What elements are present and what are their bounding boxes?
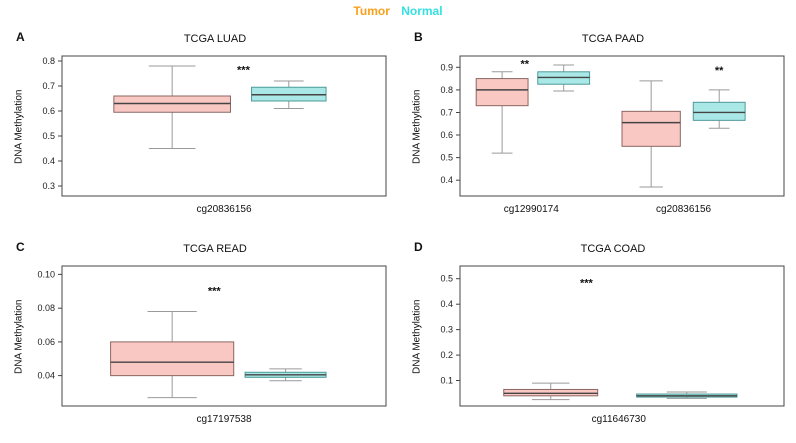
y-tick-label: 0.4 xyxy=(42,156,55,166)
y-tick-label: 0.6 xyxy=(42,106,55,116)
panel-b-title: TCGA PAAD xyxy=(581,33,645,45)
plot-frame xyxy=(61,55,387,197)
y-tick-label: 0.06 xyxy=(37,337,55,347)
plot-frame xyxy=(459,55,785,197)
y-tick-label: 0.9 xyxy=(440,62,453,72)
significance-stars: ** xyxy=(521,58,530,70)
boxplot-tcga-luad: 0.3 0.4 0.5 0.6 0.7 0.8 cg20836156 *** xyxy=(42,55,387,215)
probe-label: cg11646730 xyxy=(592,414,647,425)
legend: Tumor Normal xyxy=(0,4,796,18)
y-tick-label: 0.6 xyxy=(440,130,453,140)
y-tick-label: 0.2 xyxy=(440,350,453,360)
significance-stars: *** xyxy=(580,277,594,289)
y-tick-label: 0.5 xyxy=(440,153,453,163)
panel-c: C TCGA READ DNA Methylation 0.04 0.06 0.08… xyxy=(0,232,398,437)
probe-label: cg12990174 xyxy=(504,204,559,215)
boxplot-tcga-read: 0.04 0.06 0.08 0.10 cg17197538 *** xyxy=(37,265,387,425)
panel-b: B TCGA PAAD DNA Methylation 0.4 0.5 0.6 0.7… xyxy=(398,22,796,227)
panel-b-letter: B xyxy=(414,30,423,44)
y-tick-label: 0.08 xyxy=(37,303,55,313)
probe-label: cg17197538 xyxy=(196,414,251,425)
panel-a-letter: A xyxy=(16,30,25,44)
probe-label: cg20836156 xyxy=(656,204,711,215)
y-tick-label: 0.8 xyxy=(42,56,55,66)
y-tick-label: 0.4 xyxy=(440,299,453,309)
y-tick-label: 0.10 xyxy=(37,269,55,279)
y-tick-label: 0.3 xyxy=(440,325,453,335)
boxplot-tcga-coad: 0.1 0.2 0.3 0.4 0.5 cg11646730 *** xyxy=(440,265,785,425)
y-tick-label: 0.7 xyxy=(440,108,453,118)
panel-c-title: TCGA READ xyxy=(183,243,247,255)
panel-a: A TCGA LUAD DNA Methylation 0.3 0.4 0.5 0.6… xyxy=(0,22,398,227)
panel-c-letter: C xyxy=(16,240,25,254)
y-tick-label: 0.5 xyxy=(42,131,55,141)
panel-d-title: TCGA COAD xyxy=(580,243,646,255)
probe-label: cg20836156 xyxy=(196,204,251,215)
legend-normal-label: Normal xyxy=(401,4,443,18)
y-tick-label: 0.4 xyxy=(440,175,453,185)
y-tick-label: 0.7 xyxy=(42,81,55,91)
tumor-box xyxy=(621,110,681,147)
y-tick-label: 0.04 xyxy=(37,371,55,381)
y-tick-label: 0.3 xyxy=(42,181,55,191)
significance-stars: ** xyxy=(715,65,724,77)
normal-box xyxy=(692,101,746,121)
panel-d-letter: D xyxy=(414,240,423,254)
significance-stars: *** xyxy=(208,286,222,298)
panel-a-title: TCGA LUAD xyxy=(183,33,247,45)
y-tick-label: 0.1 xyxy=(440,376,453,386)
y-tick-label: 0.8 xyxy=(440,85,453,95)
tumor-box xyxy=(475,78,529,107)
plot-frame xyxy=(459,265,785,407)
y-tick-label: 0.5 xyxy=(440,274,453,284)
boxplot-tcga-paad: 0.4 0.5 0.6 0.7 0.8 0.9 cg12990174 ** cg20836156… xyxy=(440,55,785,215)
legend-tumor-label: Tumor xyxy=(353,4,390,18)
significance-stars: *** xyxy=(237,65,251,77)
tumor-box xyxy=(110,341,235,377)
panel-d: D TCGA COAD DNA Methylation 0.1 0.2 0.3 0.4… xyxy=(398,232,796,437)
plot-frame xyxy=(61,265,387,407)
